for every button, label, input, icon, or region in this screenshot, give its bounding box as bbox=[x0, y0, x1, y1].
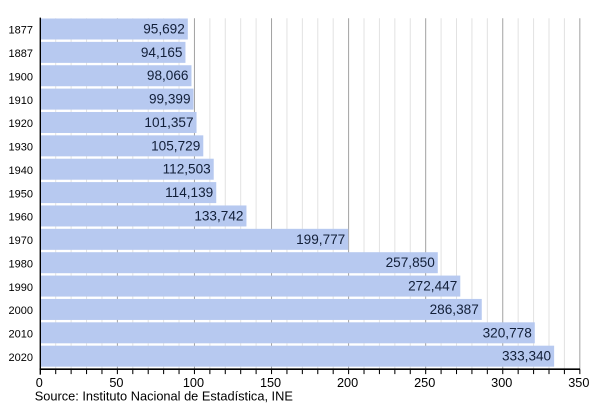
svg-text:1950: 1950 bbox=[9, 188, 33, 200]
svg-text:2000: 2000 bbox=[9, 305, 33, 317]
svg-text:333,340: 333,340 bbox=[502, 349, 552, 364]
svg-text:257,850: 257,850 bbox=[386, 255, 436, 270]
svg-text:105,729: 105,729 bbox=[151, 138, 200, 153]
svg-text:1887: 1887 bbox=[9, 48, 33, 60]
svg-text:101,357: 101,357 bbox=[144, 115, 193, 130]
svg-text:0: 0 bbox=[36, 376, 43, 390]
svg-text:98,066: 98,066 bbox=[147, 68, 189, 83]
svg-text:112,503: 112,503 bbox=[163, 162, 211, 177]
svg-text:1980: 1980 bbox=[9, 258, 33, 270]
svg-text:94,165: 94,165 bbox=[141, 45, 183, 60]
svg-text:1920: 1920 bbox=[9, 118, 33, 130]
svg-text:150: 150 bbox=[260, 376, 281, 390]
svg-text:286,387: 286,387 bbox=[430, 302, 479, 317]
svg-text:99,399: 99,399 bbox=[149, 92, 191, 107]
svg-text:2020: 2020 bbox=[9, 352, 33, 364]
svg-text:133,742: 133,742 bbox=[194, 208, 243, 223]
svg-text:1930: 1930 bbox=[9, 142, 33, 154]
svg-text:1970: 1970 bbox=[9, 235, 33, 247]
svg-text:1900: 1900 bbox=[9, 71, 33, 83]
svg-text:1940: 1940 bbox=[9, 165, 33, 177]
svg-text:1960: 1960 bbox=[9, 212, 33, 224]
svg-text:Source: Instituto Nacional de: Source: Instituto Nacional de Estadístic… bbox=[35, 389, 293, 404]
svg-text:50: 50 bbox=[109, 376, 123, 390]
svg-text:200: 200 bbox=[337, 376, 358, 390]
svg-text:1990: 1990 bbox=[9, 282, 33, 294]
svg-text:320,778: 320,778 bbox=[483, 325, 532, 340]
svg-text:114,139: 114,139 bbox=[165, 185, 213, 200]
svg-text:100: 100 bbox=[183, 376, 204, 390]
svg-text:300: 300 bbox=[491, 376, 512, 390]
svg-text:199,777: 199,777 bbox=[296, 232, 345, 247]
svg-text:95,692: 95,692 bbox=[143, 22, 185, 37]
svg-text:1910: 1910 bbox=[9, 95, 33, 107]
svg-text:1877: 1877 bbox=[9, 25, 33, 37]
svg-text:250: 250 bbox=[414, 376, 435, 390]
svg-text:272,447: 272,447 bbox=[408, 279, 457, 294]
svg-text:350: 350 bbox=[568, 376, 589, 390]
svg-text:2010: 2010 bbox=[9, 329, 33, 341]
